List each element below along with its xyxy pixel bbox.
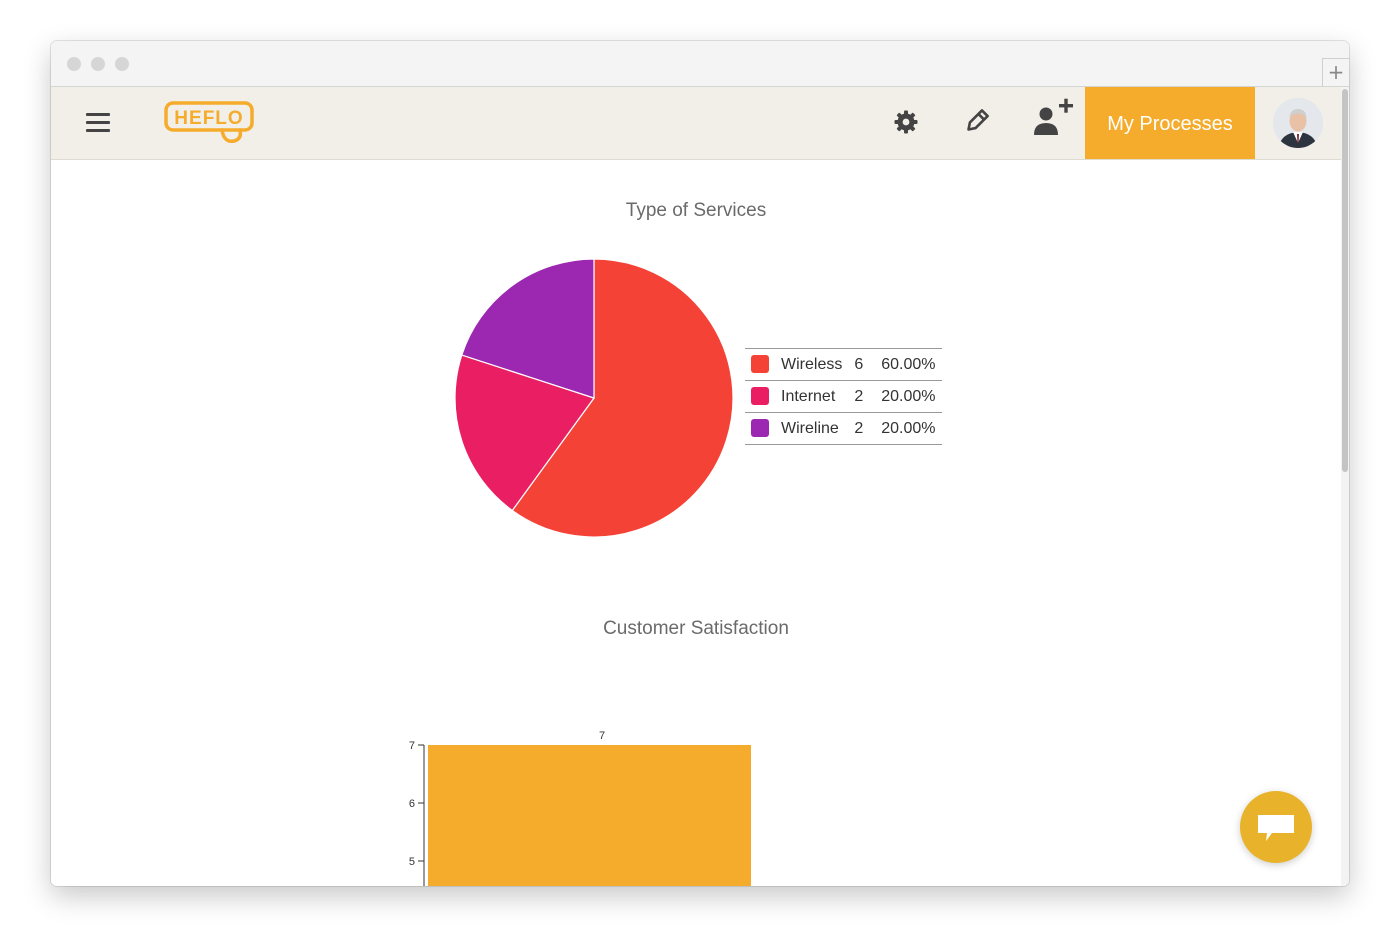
legend-count: 6 xyxy=(854,355,864,373)
app-header: HEFLO xyxy=(51,87,1341,160)
browser-titlebar: + xyxy=(51,41,1349,87)
dashboard-content: Type of Services Wireless 6 60.00% Inter… xyxy=(51,160,1341,886)
pie-legend: Wireless 6 60.00% Internet 2 20.00% Wire… xyxy=(745,348,942,445)
pie-chart-title: Type of Services xyxy=(625,200,767,221)
pie-slice-wireless[interactable] xyxy=(511,258,734,538)
vertical-scrollbar[interactable] xyxy=(1341,87,1349,886)
bar-chart-title: Customer Satisfaction xyxy=(603,618,789,639)
minimize-window-dot[interactable] xyxy=(91,57,105,71)
y-tick-label: 6 xyxy=(409,798,415,810)
legend-percent: 60.00% xyxy=(881,355,936,373)
maximize-window-dot[interactable] xyxy=(115,57,129,71)
pie-slice-wireline[interactable] xyxy=(461,258,595,399)
legend-row: Internet 2 20.00% xyxy=(745,380,942,413)
legend-row: Wireline 2 20.00% xyxy=(745,412,942,445)
bar[interactable] xyxy=(428,745,751,886)
y-tick-label: 5 xyxy=(409,856,415,868)
new-tab-button[interactable]: + xyxy=(1322,58,1349,87)
gear-icon[interactable] xyxy=(894,109,918,140)
chat-button[interactable] xyxy=(1240,791,1312,863)
legend-swatch xyxy=(751,355,769,374)
legend-row: Wireless 6 60.00% xyxy=(745,348,942,381)
pie-slice-internet[interactable] xyxy=(454,354,595,512)
my-processes-button[interactable]: My Processes xyxy=(1085,87,1255,159)
heflo-logo[interactable]: HEFLO xyxy=(164,99,256,152)
user-avatar[interactable] xyxy=(1273,98,1323,148)
y-tick-label: 7 xyxy=(409,740,415,752)
bar-data-label: 7 xyxy=(599,730,605,742)
legend-label: Wireless xyxy=(781,355,843,373)
browser-window: + HEFLO xyxy=(51,41,1349,886)
legend-count: 2 xyxy=(854,387,864,405)
legend-label: Wireline xyxy=(781,419,839,437)
services-pie-chart xyxy=(454,258,734,538)
legend-swatch xyxy=(751,419,769,438)
satisfaction-bar-chart: 5 6 7 7 xyxy=(409,730,751,886)
close-window-dot[interactable] xyxy=(67,57,81,71)
add-user-icon[interactable] xyxy=(1032,97,1076,142)
legend-percent: 20.00% xyxy=(881,419,936,437)
chat-bubble-icon xyxy=(1258,815,1294,841)
hamburger-menu-icon[interactable] xyxy=(86,113,110,135)
pencil-icon[interactable] xyxy=(963,107,991,140)
svg-text:HEFLO: HEFLO xyxy=(174,108,243,129)
legend-label: Internet xyxy=(781,387,836,405)
legend-percent: 20.00% xyxy=(881,387,936,405)
scrollbar-thumb[interactable] xyxy=(1342,89,1348,472)
legend-swatch xyxy=(751,387,769,406)
legend-count: 2 xyxy=(854,419,864,437)
